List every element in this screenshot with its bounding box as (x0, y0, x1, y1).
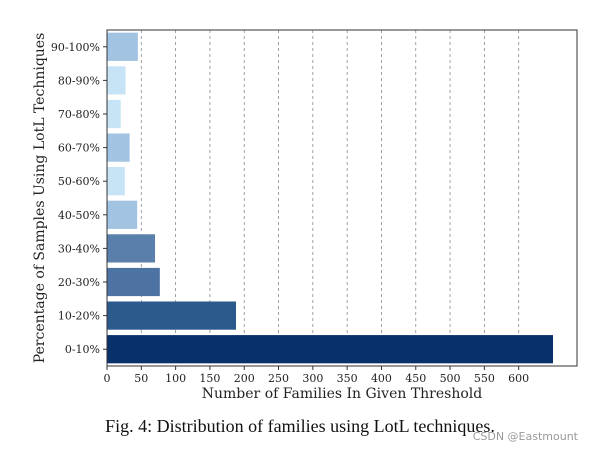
x-tick-label: 100 (165, 372, 186, 385)
y-tick-label: 50-60% (58, 175, 100, 188)
plot-frame (106, 29, 578, 367)
y-tick-label: 0-10% (65, 343, 100, 356)
y-tick-label: 90-100% (51, 41, 100, 54)
x-tick-label: 500 (440, 372, 461, 385)
x-tick-label: 550 (474, 372, 495, 385)
y-axis-title: Percentage of Samples Using LotL Techniq… (32, 33, 48, 364)
y-tick-label: 20-30% (58, 276, 100, 289)
x-tick-label: 350 (337, 372, 358, 385)
figure-caption: Fig. 4: Distribution of families using L… (105, 416, 495, 436)
y-tick-label: 70-80% (58, 108, 100, 121)
bar-50-60% (107, 167, 125, 196)
x-tick-label: 150 (199, 372, 220, 385)
x-tick-label: 0 (104, 372, 111, 385)
bar-60-70% (107, 133, 130, 162)
bar-80-90% (107, 66, 126, 95)
bar-30-40% (107, 234, 156, 263)
x-tick-label: 600 (508, 372, 529, 385)
y-tick-label: 60-70% (58, 142, 100, 155)
bars (107, 32, 553, 364)
y-axis-ticks: 0-10% 10-20% 20-30% 30-40% 40-50% 50-60% 60-70… (51, 41, 107, 356)
bar-70-80% (107, 99, 121, 129)
x-axis-title: Number of Families In Given Threshold (202, 386, 482, 402)
y-tick-label: 30-40% (58, 242, 100, 255)
y-tick-label: 40-50% (58, 209, 100, 222)
grid (140, 30, 520, 366)
x-tick-label: 400 (371, 372, 392, 385)
x-tick-label: 450 (405, 372, 426, 385)
watermark: CSDN @Eastmount (473, 430, 579, 443)
bar-0-10% (107, 335, 553, 364)
y-tick-label: 10-20% (58, 310, 100, 323)
x-axis-ticks: 0 50 100 150 200 250 300 350 400 450 500 550 600 (104, 366, 529, 385)
bar-40-50% (107, 200, 138, 229)
y-tick-label: 80-90% (58, 74, 100, 87)
x-tick-label: 50 (134, 372, 148, 385)
x-tick-label: 300 (302, 372, 323, 385)
bar-90-100% (107, 32, 138, 61)
x-tick-label: 250 (268, 372, 289, 385)
bar-20-30% (107, 267, 160, 297)
bar-10-20% (107, 301, 236, 330)
x-tick-label: 200 (234, 372, 255, 385)
